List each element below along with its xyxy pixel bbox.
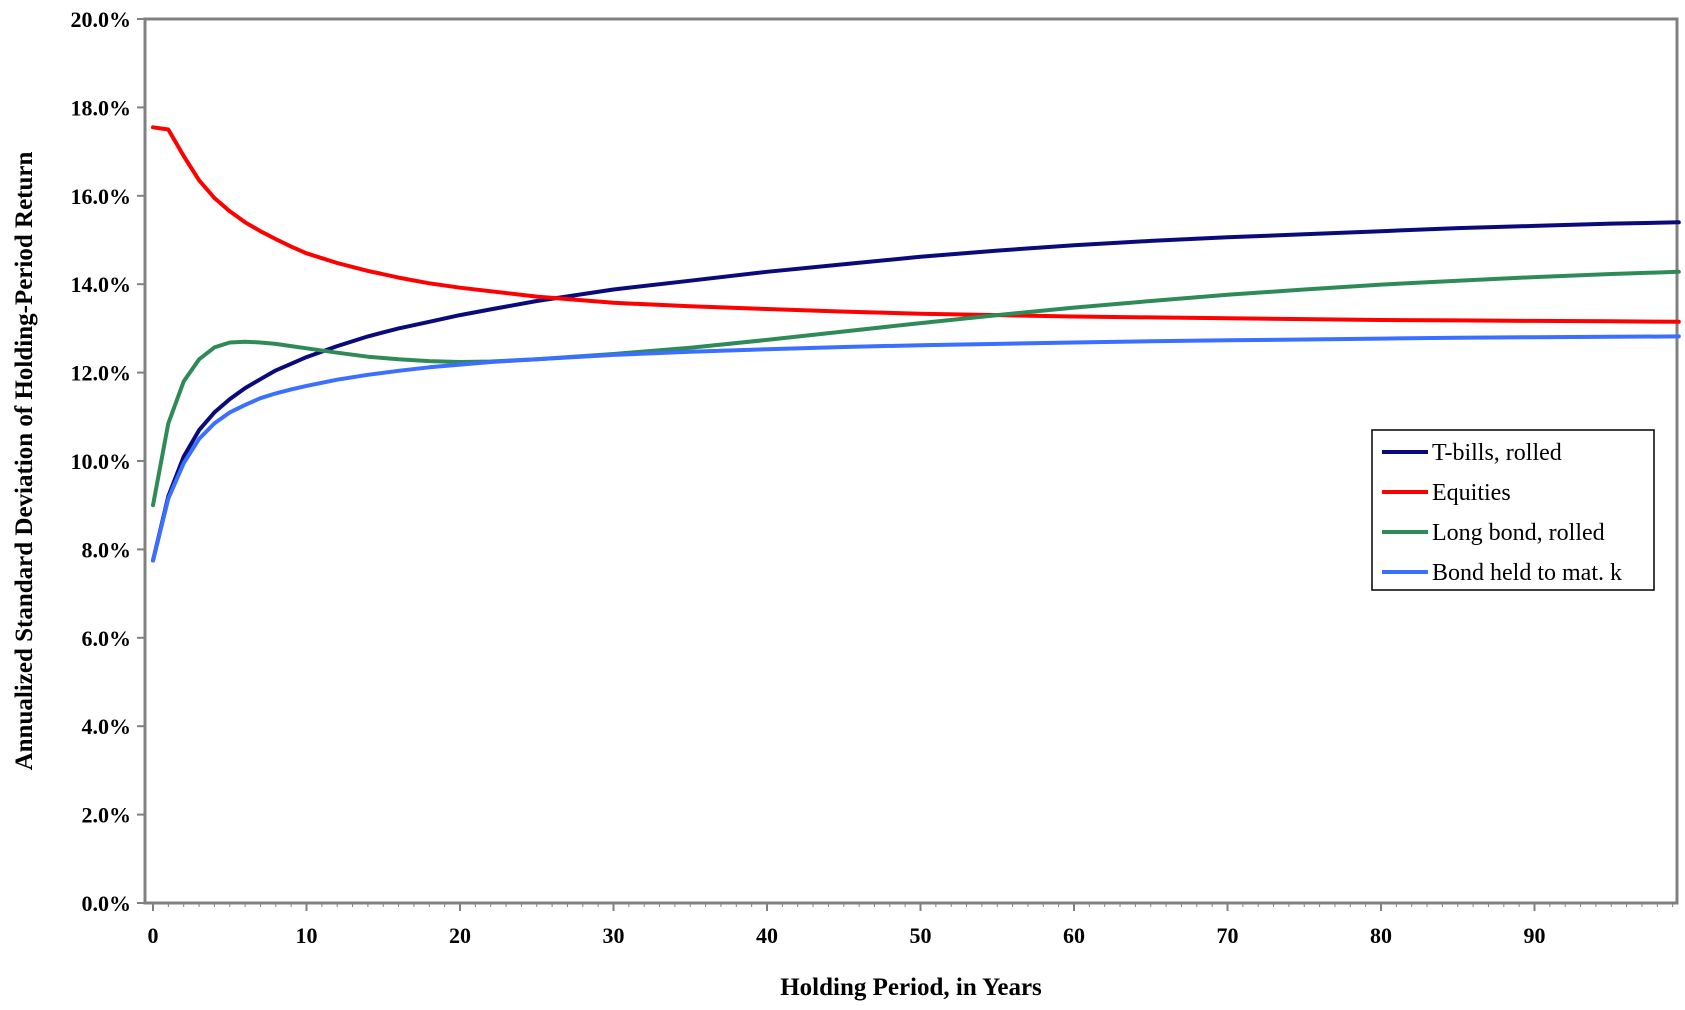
x-tick-label: 80 xyxy=(1370,923,1392,948)
legend-label: Bond held to mat. k xyxy=(1432,560,1622,586)
y-tick-label: 10.0% xyxy=(71,449,132,474)
y-axis: 0.0% 2.0% 4.0% 6.0% 8.0% 10.0% 12.0% 14.0% 16.0%… xyxy=(71,7,145,916)
series-line-1 xyxy=(151,220,1681,563)
x-tick-label: 70 xyxy=(1217,923,1239,948)
y-tick-label: 16.0% xyxy=(71,184,132,209)
x-tick-label: 90 xyxy=(1524,923,1546,948)
x-axis: 0 10 20 30 40 50 60 70 80 90 xyxy=(148,903,1674,948)
y-tick-label: 20.0% xyxy=(71,7,132,32)
y-tick-label: 14.0% xyxy=(71,272,132,297)
x-tick-label: 10 xyxy=(296,923,318,948)
series-line-4 xyxy=(151,334,1681,563)
legend-label: Equities xyxy=(1432,480,1511,506)
legend: T-bills, rolled Equities Long bond, rolled… xyxy=(1371,429,1655,591)
y-tick-label: 12.0% xyxy=(71,361,132,386)
legend-label: T-bills, rolled xyxy=(1432,440,1562,466)
y-tick-label: 18.0% xyxy=(71,95,132,120)
x-tick-label: 30 xyxy=(603,923,625,948)
x-tick-label: 40 xyxy=(756,923,778,948)
legend-box xyxy=(1371,429,1655,591)
y-tick-label: 6.0% xyxy=(82,626,132,651)
legend-label: Long bond, rolled xyxy=(1432,520,1605,546)
y-tick-label: 8.0% xyxy=(82,537,132,562)
series-lines xyxy=(151,125,1681,563)
x-tick-label: 50 xyxy=(910,923,932,948)
series-line-2 xyxy=(151,125,1681,324)
x-tick-label: 20 xyxy=(449,923,471,948)
y-axis-title: Annualized Standard Deviation of Holding… xyxy=(11,152,38,771)
y-tick-label: 2.0% xyxy=(82,803,132,828)
x-axis-title: Holding Period, in Years xyxy=(780,974,1042,1001)
y-tick-label: 0.0% xyxy=(82,891,132,916)
x-tick-label: 0 xyxy=(148,923,159,948)
x-tick-label: 60 xyxy=(1063,923,1085,948)
y-tick-label: 4.0% xyxy=(82,714,132,739)
